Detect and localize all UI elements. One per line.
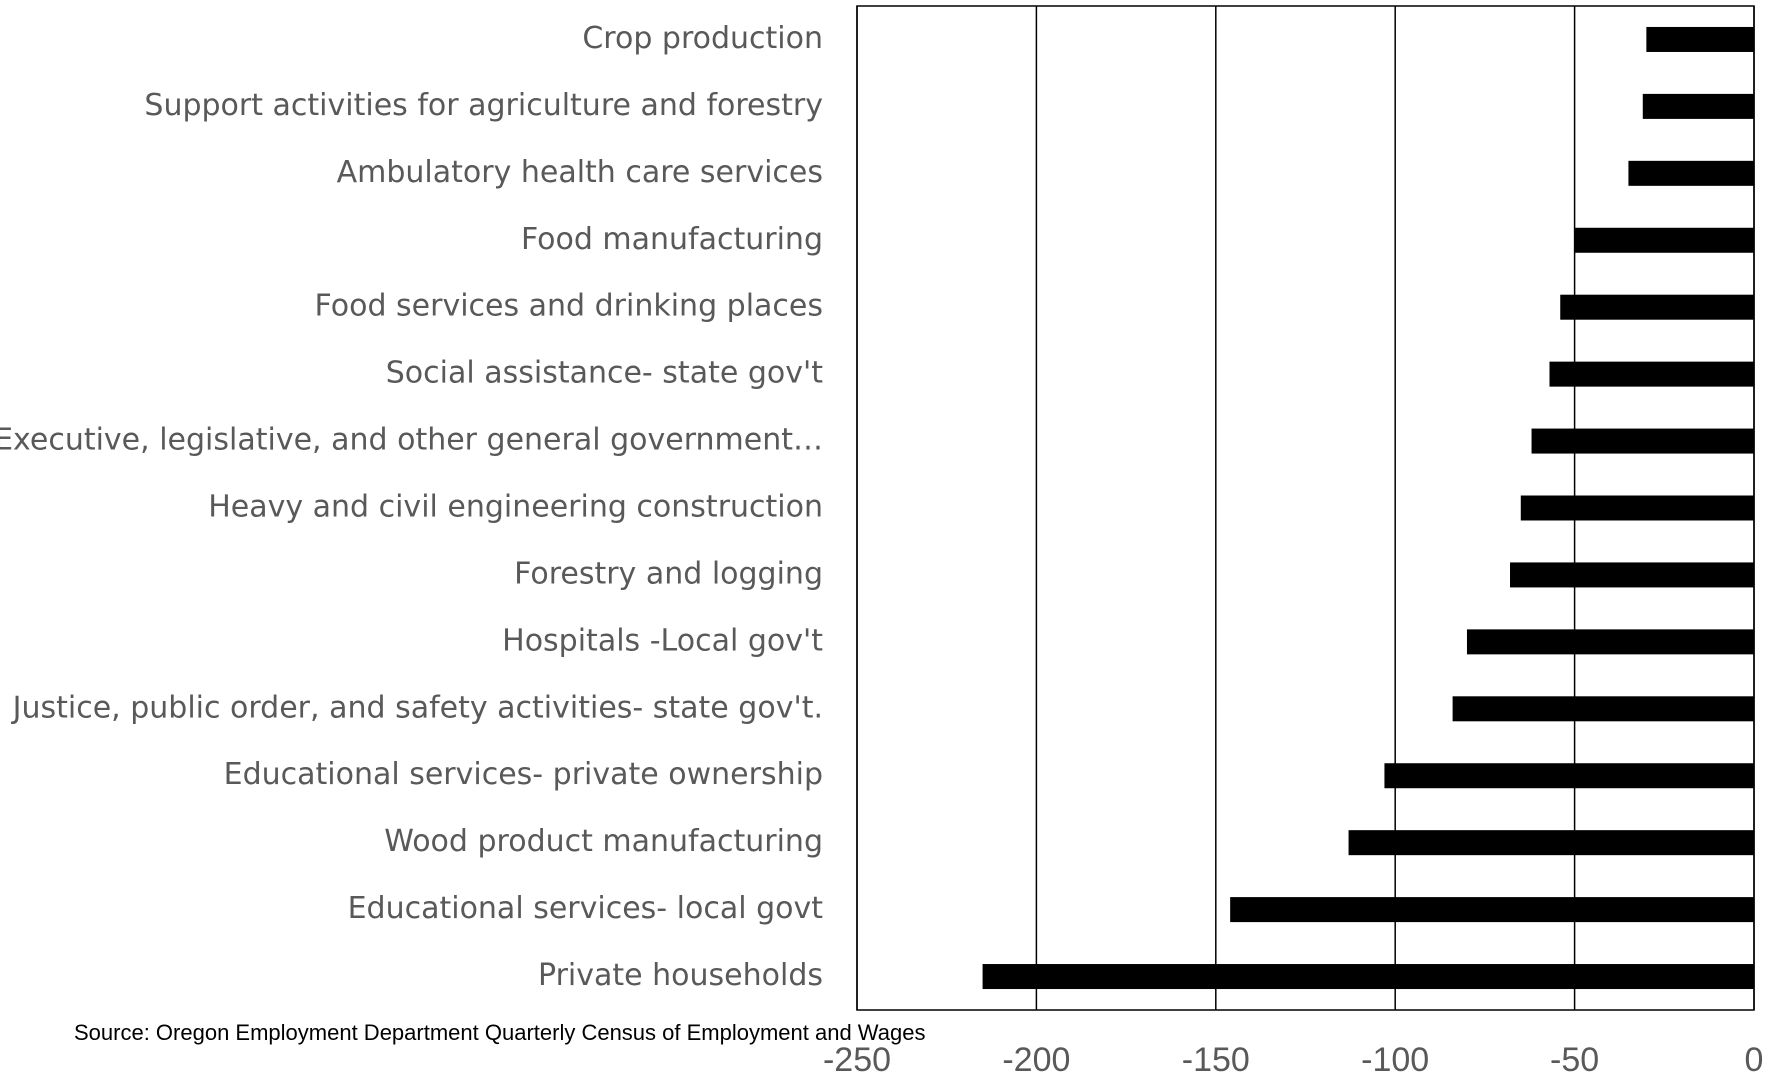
source-note: Source: Oregon Employment Department Qua…: [74, 1020, 925, 1045]
x-tick-label: 0: [1745, 1041, 1764, 1075]
bar: [1628, 160, 1754, 186]
y-tick-label: Educational services- private ownership: [224, 757, 823, 792]
y-tick-label: Educational services- local govt: [348, 891, 824, 926]
bar: [1452, 696, 1754, 722]
bar: [1510, 562, 1754, 588]
y-tick-label: Executive, legislative, and other genera…: [0, 423, 823, 458]
y-tick-label: Hospitals -Local gov't: [502, 623, 823, 658]
x-tick-label: -100: [1361, 1041, 1429, 1075]
y-tick-label: Wood product manufacturing: [384, 824, 823, 859]
bar: [1574, 227, 1754, 253]
x-tick-label: -150: [1182, 1041, 1250, 1075]
y-tick-label: Forestry and logging: [514, 556, 823, 591]
bar: [1531, 428, 1754, 454]
x-tick-label: -200: [1002, 1041, 1070, 1075]
y-tick-label: Food manufacturing: [521, 222, 823, 257]
bar: [982, 964, 1754, 990]
bar: [1348, 830, 1754, 856]
bar: [1646, 26, 1754, 52]
bar: [1549, 361, 1754, 387]
y-tick-label: Food services and drinking places: [315, 289, 823, 324]
y-tick-label: Justice, public order, and safety activi…: [11, 690, 823, 725]
x-tick-label: -50: [1550, 1041, 1599, 1075]
bar: [1384, 763, 1754, 789]
bar: [1230, 897, 1754, 923]
y-tick-label: Crop production: [582, 21, 823, 56]
y-tick-label: Ambulatory health care services: [337, 155, 823, 190]
y-tick-label: Support activities for agriculture and f…: [144, 88, 823, 123]
bar: [1642, 93, 1754, 119]
bar: [1520, 495, 1754, 521]
y-tick-label: Heavy and civil engineering construction: [208, 490, 823, 525]
y-tick-label: Private households: [538, 958, 823, 993]
x-tick-label: -250: [823, 1041, 891, 1075]
bar: [1466, 629, 1754, 655]
y-tick-label: Social assistance- state gov't: [386, 356, 823, 391]
bar: [1560, 294, 1754, 320]
